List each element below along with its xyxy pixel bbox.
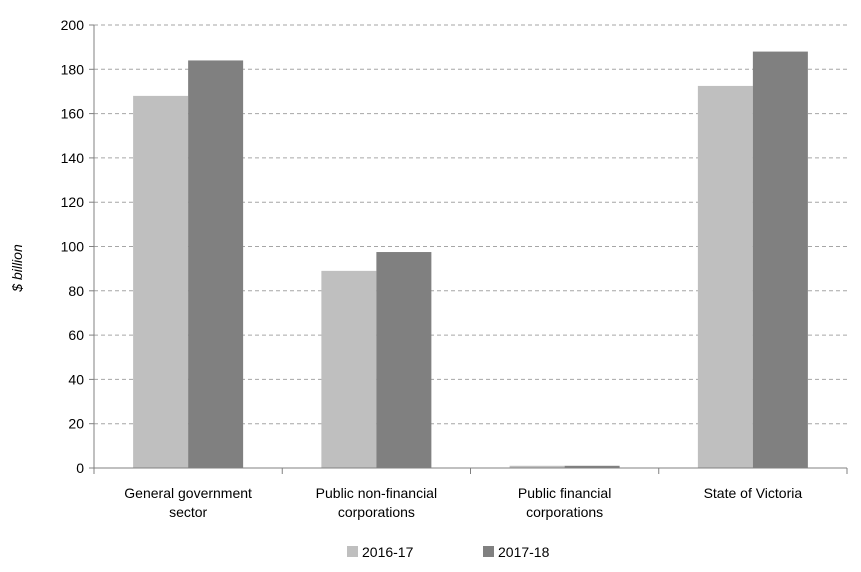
x-category-label: Public financial corporations <box>518 485 611 520</box>
bar-2016-17-1 <box>321 270 377 468</box>
bars <box>133 51 808 468</box>
y-tick-label: 180 <box>61 61 85 77</box>
bar-2016-17-0 <box>133 95 189 468</box>
x-category-labels: General government sector Public non-finan… <box>124 485 802 520</box>
y-tick-label: 20 <box>68 416 84 432</box>
y-tick-label: 40 <box>68 371 84 387</box>
legend: 2016-17 2017-18 <box>347 544 550 560</box>
bar-2016-17-2 <box>509 465 565 468</box>
y-tick-label: 0 <box>76 460 84 476</box>
y-tick-label: 100 <box>61 239 85 255</box>
bar-2017-18-0 <box>188 60 244 468</box>
bar-2016-17-3 <box>697 85 753 468</box>
y-axis-title: $ billion <box>9 244 25 293</box>
x-category-label: General government sector <box>124 485 252 520</box>
x-category-label: Public non-financial corporations <box>316 485 437 520</box>
y-tick-label: 120 <box>61 194 85 210</box>
bar-2017-18-2 <box>564 465 620 468</box>
y-tick-label: 140 <box>61 150 85 166</box>
legend-label: 2016-17 <box>362 544 414 560</box>
x-category-label: State of Victoria <box>704 485 803 501</box>
y-tick-labels: 0 20 40 60 80 100 120 140 160 180 200 <box>61 17 85 476</box>
y-tick-label: 60 <box>68 327 84 343</box>
axes <box>89 24 848 474</box>
bar-2017-18-1 <box>376 252 432 468</box>
y-tick-label: 160 <box>61 106 85 122</box>
legend-swatch-2017-18 <box>483 546 494 557</box>
legend-label: 2017-18 <box>498 544 550 560</box>
y-tick-label: 200 <box>61 17 85 33</box>
bar-2017-18-3 <box>752 51 808 468</box>
y-tick-label: 80 <box>68 283 84 299</box>
legend-swatch-2016-17 <box>347 546 358 557</box>
